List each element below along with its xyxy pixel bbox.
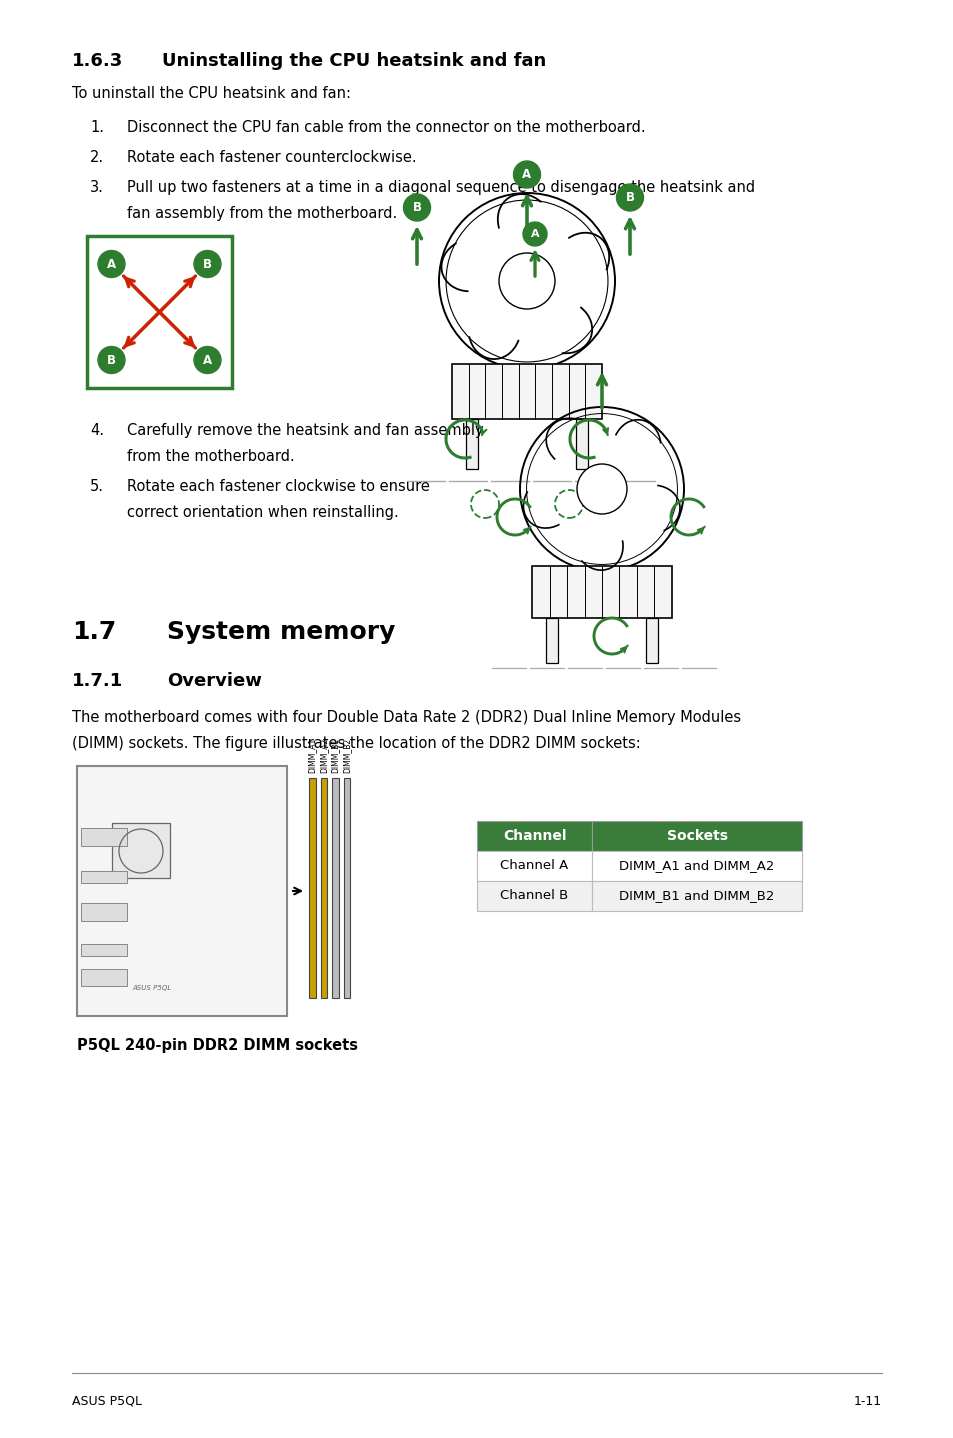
Text: DIMM_A2: DIMM_A2 — [319, 738, 328, 774]
Circle shape — [616, 184, 643, 211]
Circle shape — [193, 347, 221, 374]
Circle shape — [193, 250, 221, 278]
Bar — [81, 871, 127, 883]
Text: Rotate each fastener clockwise to ensure: Rotate each fastener clockwise to ensure — [127, 479, 430, 495]
Text: A: A — [107, 257, 116, 270]
Text: Channel B: Channel B — [500, 890, 568, 903]
Text: A: A — [530, 229, 538, 239]
Text: Overview: Overview — [167, 672, 262, 690]
Bar — [343, 778, 350, 998]
Text: Pull up two fasteners at a time in a diagonal sequence to disengage the heatsink: Pull up two fasteners at a time in a dia… — [127, 180, 755, 196]
Circle shape — [98, 347, 125, 374]
Bar — [452, 364, 601, 418]
Bar — [592, 881, 801, 912]
Bar — [545, 618, 558, 663]
Bar — [476, 851, 592, 881]
Text: 2.: 2. — [90, 150, 104, 165]
Text: from the motherboard.: from the motherboard. — [127, 449, 294, 464]
Text: fan assembly from the motherboard.: fan assembly from the motherboard. — [127, 206, 396, 221]
Bar — [112, 824, 170, 879]
Text: 4.: 4. — [90, 423, 104, 439]
Bar — [87, 236, 232, 388]
Circle shape — [522, 221, 546, 246]
Text: Disconnect the CPU fan cable from the connector on the motherboard.: Disconnect the CPU fan cable from the co… — [127, 119, 645, 135]
Bar — [476, 881, 592, 912]
Bar — [532, 567, 671, 618]
Text: 1-11: 1-11 — [853, 1395, 882, 1408]
Text: B: B — [625, 191, 634, 204]
Text: (DIMM) sockets. The figure illustrates the location of the DDR2 DIMM sockets:: (DIMM) sockets. The figure illustrates t… — [71, 736, 640, 751]
Bar — [81, 828, 127, 846]
Bar — [476, 821, 592, 851]
Bar — [81, 903, 127, 920]
Bar — [320, 778, 327, 998]
Text: ASUS P5QL: ASUS P5QL — [71, 1395, 142, 1408]
Text: Sockets: Sockets — [666, 828, 727, 843]
Bar — [77, 766, 287, 1017]
Text: A: A — [522, 168, 531, 181]
Circle shape — [577, 464, 626, 513]
Text: DIMM_A1: DIMM_A1 — [308, 738, 316, 774]
Text: The motherboard comes with four Double Data Rate 2 (DDR2) Dual Inline Memory Mod: The motherboard comes with four Double D… — [71, 710, 740, 725]
Text: Rotate each fastener counterclockwise.: Rotate each fastener counterclockwise. — [127, 150, 416, 165]
Bar — [81, 969, 127, 986]
Text: P5QL 240-pin DDR2 DIMM sockets: P5QL 240-pin DDR2 DIMM sockets — [77, 1038, 357, 1053]
Bar — [332, 778, 338, 998]
Text: A: A — [203, 354, 212, 367]
Bar — [465, 418, 477, 469]
Text: B: B — [203, 257, 212, 270]
Text: 1.7.1: 1.7.1 — [71, 672, 123, 690]
Text: B: B — [107, 354, 116, 367]
Bar — [309, 778, 315, 998]
Text: DIMM_B1 and DIMM_B2: DIMM_B1 and DIMM_B2 — [618, 890, 774, 903]
Text: 1.6.3: 1.6.3 — [71, 52, 123, 70]
Bar — [645, 618, 658, 663]
Circle shape — [513, 161, 540, 188]
Text: Channel: Channel — [502, 828, 566, 843]
Circle shape — [498, 253, 555, 309]
Text: System memory: System memory — [167, 620, 395, 644]
Circle shape — [403, 194, 430, 221]
Text: 1.7: 1.7 — [71, 620, 116, 644]
Bar — [592, 821, 801, 851]
Text: Uninstalling the CPU heatsink and fan: Uninstalling the CPU heatsink and fan — [162, 52, 546, 70]
Text: DIMM_B2: DIMM_B2 — [342, 738, 351, 774]
Text: DIMM_A1 and DIMM_A2: DIMM_A1 and DIMM_A2 — [618, 860, 774, 873]
Text: 1.: 1. — [90, 119, 104, 135]
Circle shape — [98, 250, 125, 278]
Text: Carefully remove the heatsink and fan assembly: Carefully remove the heatsink and fan as… — [127, 423, 483, 439]
Bar — [592, 851, 801, 881]
Bar — [81, 943, 127, 956]
Text: DIMM_B1: DIMM_B1 — [331, 738, 339, 774]
Bar — [576, 418, 587, 469]
Text: B: B — [412, 201, 421, 214]
Text: Channel A: Channel A — [500, 860, 568, 873]
Text: ASUS P5QL: ASUS P5QL — [132, 985, 172, 991]
Text: 3.: 3. — [90, 180, 104, 196]
Text: 5.: 5. — [90, 479, 104, 495]
Text: correct orientation when reinstalling.: correct orientation when reinstalling. — [127, 505, 398, 521]
Text: To uninstall the CPU heatsink and fan:: To uninstall the CPU heatsink and fan: — [71, 86, 351, 101]
